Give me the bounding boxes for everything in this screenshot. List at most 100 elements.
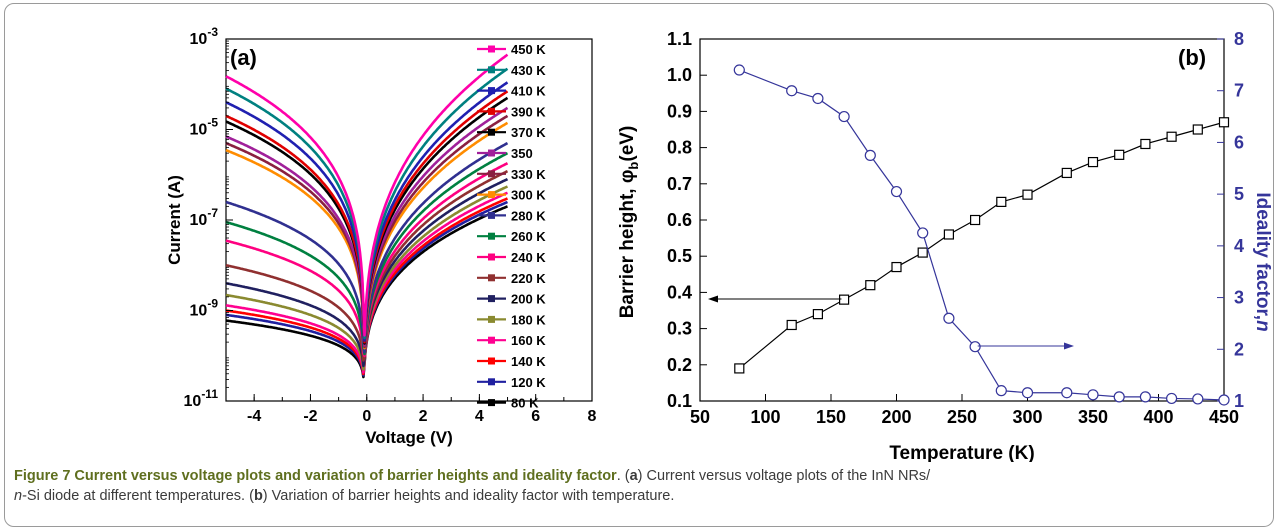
ideality-factor-point — [969, 341, 981, 353]
caption-text-1: . ( — [616, 468, 630, 484]
ideality-y-tick-label: 3 — [1234, 288, 1244, 308]
barrier-y-tick-label: 0.5 — [667, 246, 692, 266]
legend-label: 300 K — [511, 188, 546, 203]
legend-label: 350 — [511, 146, 533, 161]
barrier-panel-label: (b) — [1178, 45, 1206, 70]
legend-swatch-marker — [488, 295, 495, 303]
barrier-y-tick-label: 0.3 — [667, 319, 692, 339]
ideality-factor-point — [733, 64, 745, 76]
barrier-x-tick-label: 100 — [750, 407, 780, 427]
iv-x-tick-label: -4 — [247, 408, 261, 425]
barrier-height-point — [891, 261, 902, 273]
ideality-y-tick-label: 6 — [1234, 132, 1244, 152]
barrier-height-line — [738, 121, 1225, 369]
barrier-series-group — [733, 64, 1230, 406]
barrier-ideality-chart: 50 100 150 200 250 300 350 400 450 0.1 0.2 0.3 0.4 0.… — [617, 29, 1273, 462]
legend-label: 140 K — [511, 354, 546, 369]
ideality-factor-point — [1139, 391, 1152, 403]
ideality-factor-point — [1087, 389, 1099, 401]
ideality-y-tick-label: 7 — [1234, 81, 1244, 101]
caption-text-4: ) Variation of barrier heights and ideal… — [262, 488, 675, 504]
legend-swatch-marker — [488, 66, 495, 74]
ideality-factor-point — [838, 110, 850, 123]
legend-label: 370 K — [511, 125, 546, 140]
ideality-y-tick-label: 2 — [1234, 339, 1244, 359]
ideality-factor-point — [1192, 393, 1204, 405]
barrier-height-point — [1192, 124, 1203, 135]
ideality-factor-point — [917, 227, 929, 239]
legend-swatch-marker — [488, 232, 495, 240]
ideality-factor-point — [1061, 387, 1073, 399]
legend-label: 180 K — [511, 312, 546, 327]
barrier-height-point — [865, 280, 876, 291]
caption-italic-n: n — [14, 488, 23, 504]
barrier-height-point — [1166, 131, 1177, 142]
ideality-factor-point — [812, 92, 824, 105]
barrier-x-tick-label: 200 — [881, 407, 911, 427]
iv-series-line — [225, 53, 509, 337]
iv-y-tick-label: 10-3 — [190, 25, 219, 48]
ideality-factor-line — [739, 69, 1225, 401]
caption-label-b: b — [253, 488, 263, 504]
barrier-x-tick-label: 300 — [1012, 407, 1042, 427]
iv-x-tick-label: 8 — [588, 408, 597, 425]
barrier-y-tick-label: 1.0 — [667, 65, 692, 85]
iv-chart: -4 -2 0 2 4 6 8 10-11 10-9 10-7 10-5 10-3 450 K 430 … — [165, 25, 597, 447]
caption-label-a: a — [629, 468, 638, 484]
ideality-y-tick-label: 1 — [1234, 391, 1244, 411]
barrier-height-point — [812, 309, 824, 320]
ideality-y-tick-label: 8 — [1234, 29, 1244, 49]
annotation-arrows — [708, 295, 1074, 350]
ideality-factor-point — [1218, 394, 1230, 406]
iv-y-axis-label: Current (A) — [165, 175, 184, 265]
barrier-y-tick-label: 0.9 — [667, 101, 692, 121]
ideality-factor-point — [1021, 387, 1034, 399]
barrier-x-tick-label: 250 — [947, 407, 977, 427]
iv-y-tick-label: 10-5 — [190, 116, 219, 139]
barrier-x-axis-label: Temperature (K) — [889, 443, 1034, 462]
ideality-factor-point — [1165, 392, 1178, 405]
ideality-y-tick-label: 5 — [1234, 184, 1244, 204]
barrier-height-point — [1218, 117, 1230, 128]
iv-y-tick-label: 10-11 — [184, 387, 219, 410]
caption-title: Figure 7 Current versus voltage plots an… — [14, 468, 617, 484]
barrier-height-point — [786, 319, 797, 331]
legend-label: 430 K — [511, 63, 546, 78]
legend-label: 410 K — [511, 84, 546, 99]
ideality-y-axis-label: Ideality factor,n — [1252, 192, 1273, 331]
barrier-ticks: 50 100 150 200 250 300 350 400 450 0.1 0.2 0.3 0.4 0.… — [667, 29, 1244, 427]
barrier-x-tick-label: 50 — [690, 407, 710, 427]
barrier-y-tick-label: 1.1 — [667, 29, 692, 49]
legend-label: 80 K — [511, 396, 539, 411]
iv-y-tick-label: 10-7 — [190, 206, 219, 229]
legend-swatch-marker — [488, 211, 495, 219]
legend-swatch-marker — [488, 357, 495, 365]
iv-legend: 450 K 430 K 410 K 390 K 370 K 350 330 K 300 K 28… — [477, 42, 546, 411]
legend-swatch-marker — [488, 107, 495, 115]
barrier-height-point — [1114, 149, 1125, 160]
legend-label: 240 K — [511, 250, 546, 265]
ideality-factor-point — [890, 185, 903, 198]
ideality-y-tick-label: 4 — [1234, 236, 1244, 256]
arrow-head-right — [1064, 342, 1074, 350]
iv-series-group — [225, 53, 509, 379]
barrier-height-point — [1022, 189, 1033, 200]
legend-swatch-marker — [488, 253, 495, 261]
legend-swatch-marker — [488, 191, 495, 199]
legend-swatch-marker — [488, 336, 495, 344]
barrier-height-point — [1140, 138, 1151, 150]
ideality-factor-point — [943, 312, 955, 324]
caption-text-3: -Si diode at different temperatures. ( — [22, 488, 254, 504]
barrier-x-tick-label: 150 — [816, 407, 846, 427]
iv-x-tick-label: 6 — [531, 408, 540, 425]
barrier-y-tick-label: 0.6 — [667, 210, 692, 230]
ideality-factor-point — [1113, 391, 1125, 403]
barrier-plot-frame — [699, 38, 1225, 402]
barrier-x-tick-label: 450 — [1209, 407, 1239, 427]
legend-swatch-marker — [488, 87, 495, 95]
legend-swatch-marker — [488, 315, 495, 323]
figure-caption: Figure 7 Current versus voltage plots an… — [14, 466, 1264, 506]
barrier-y-tick-label: 0.8 — [667, 138, 692, 158]
barrier-y-axis-label: Barrier height, φb(eV) — [617, 126, 641, 319]
legend-label: 330 K — [511, 167, 546, 182]
